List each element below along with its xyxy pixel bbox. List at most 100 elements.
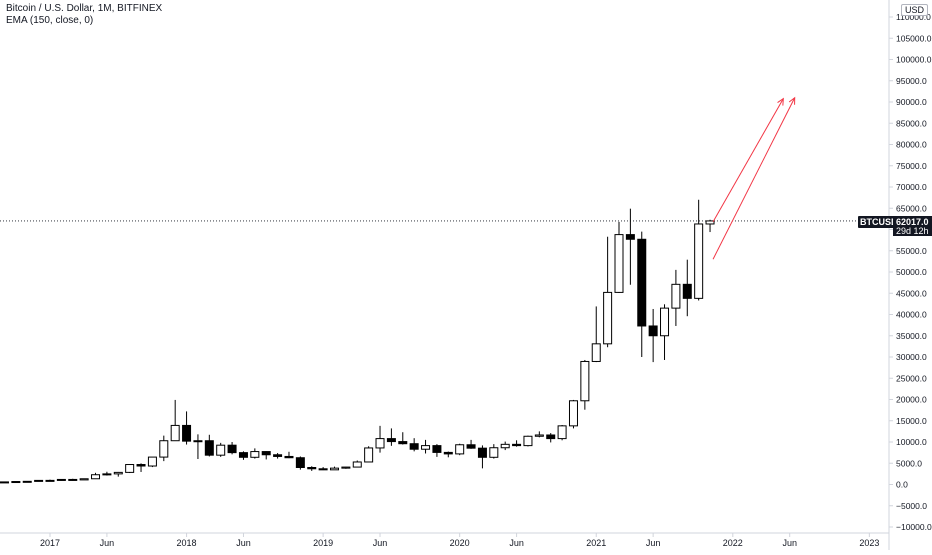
candle[interactable] [295,456,305,470]
candle[interactable] [352,460,362,468]
candle-body-up [671,283,681,309]
y-tick-label: 50000.0 [896,267,927,277]
candle[interactable] [91,472,101,480]
candle-body-down [432,445,442,453]
candle[interactable] [330,466,339,471]
candle[interactable] [523,435,533,447]
candle-body-down [273,454,283,457]
symbol-price-tag: BTCUSD [858,216,900,228]
candle[interactable] [466,439,476,449]
candle[interactable] [307,466,317,471]
candle-body-down [648,325,658,337]
candle[interactable] [637,231,647,357]
x-tick-label: 2020 [450,538,470,548]
candle[interactable] [705,219,715,233]
candle[interactable] [318,467,328,471]
candle-body-up [341,466,351,469]
y-tick-label: 80000.0 [896,140,927,150]
candle-body-up [421,445,431,450]
candle[interactable] [534,431,544,438]
candle-body-up [364,447,374,463]
candle[interactable] [568,399,578,429]
candle[interactable] [182,411,192,445]
candle-body-up [22,480,32,483]
candle[interactable] [125,464,135,474]
candle[interactable] [159,435,169,462]
candle[interactable] [660,304,670,360]
candle[interactable] [68,478,78,481]
candle[interactable] [56,478,66,481]
candle[interactable] [193,434,203,459]
candle[interactable] [421,439,431,454]
candle[interactable] [341,466,351,469]
candle[interactable] [443,451,453,458]
candle[interactable] [79,478,89,481]
candle[interactable] [284,451,294,459]
candle[interactable] [546,433,556,443]
candle-body-down [386,438,396,443]
candle-body-up [352,461,362,468]
x-axis-tick-labels: 2017 Jun 2018 Jun 2019 Jun 2020 Jun 2021 Jun 2022 J… [40,533,879,548]
candle[interactable] [147,456,157,468]
candle-body-up [102,473,112,476]
candle[interactable] [614,221,624,293]
y-tick-label: 20000.0 [896,395,927,405]
candle[interactable] [0,481,9,484]
candle[interactable] [375,425,385,453]
candle[interactable] [648,308,658,363]
candle[interactable] [398,432,408,445]
candle[interactable] [580,359,590,410]
x-tick-label: 2022 [723,538,743,548]
y-tick-label: 110000.0 [896,12,931,22]
candle[interactable] [591,306,601,363]
candle[interactable] [625,208,635,285]
candle[interactable] [386,428,396,446]
candle[interactable] [409,438,419,452]
y-tick-label: 10000.0 [896,437,927,447]
currency-label[interactable]: USD [900,4,928,16]
candle[interactable] [500,441,510,451]
candle[interactable] [136,463,146,472]
candle[interactable] [11,481,21,484]
indicator-legend[interactable]: EMA (150, close, 0) [6,15,94,26]
candle[interactable] [45,479,55,482]
projection-arrow[interactable] [712,96,796,260]
projection-arrowhead [788,96,796,105]
candle[interactable] [204,434,214,457]
candle-body-up [91,474,101,480]
candle[interactable] [273,453,283,459]
candle[interactable] [250,448,260,459]
candle[interactable] [557,425,567,441]
candle-body-down [238,452,248,458]
candle[interactable] [603,236,613,348]
candle[interactable] [432,444,442,457]
candle[interactable] [261,451,271,460]
candle[interactable] [682,259,692,317]
candle[interactable] [216,442,226,457]
candle[interactable] [489,444,499,459]
candle[interactable] [671,269,681,326]
y-tick-label: 30000.0 [896,352,927,362]
candle[interactable] [364,446,374,463]
candle[interactable] [34,479,44,482]
candle-body-up [591,343,601,362]
candle[interactable] [102,471,112,476]
candle[interactable] [238,451,248,460]
x-tick-label: 2023 [859,538,879,548]
candle[interactable] [170,399,180,442]
candle-body-up [113,471,123,475]
projection-arrow[interactable] [712,97,784,223]
candle-body-up [534,434,544,437]
candle[interactable] [477,445,487,469]
candle[interactable] [694,199,704,301]
candle[interactable] [512,440,522,447]
candle-body-down [637,238,647,327]
candle[interactable] [455,443,465,456]
candle[interactable] [22,480,32,483]
candle[interactable] [113,471,123,477]
candle[interactable] [227,442,237,455]
x-tick-label: 2021 [586,538,606,548]
y-tick-label: 90000.0 [896,97,927,107]
